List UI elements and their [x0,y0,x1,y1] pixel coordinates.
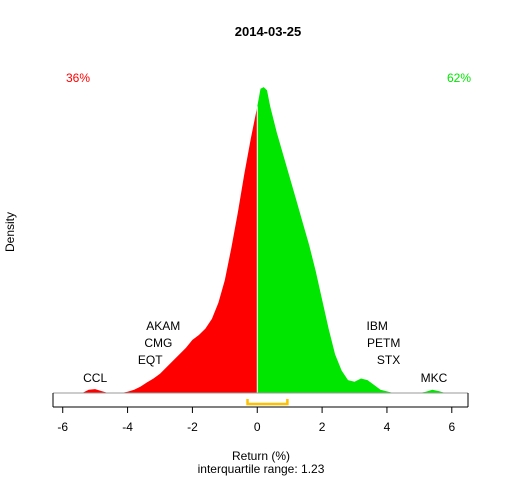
iqr-caption: interquartile range: 1.23 [198,462,325,476]
x-tick-label: 4 [384,420,391,434]
annotation-akam: AKAM [146,319,180,333]
plot-area: -6 -4 -2 0 2 4 6 CCL EQT CMG AKAM IBM PETM STX MKC [52,87,469,434]
x-tick-label: -2 [187,420,198,434]
percent-positive-label: 62% [447,71,471,85]
y-axis-label: Density [3,212,17,252]
iqr-bracket [246,399,289,406]
x-tick-label: -4 [122,420,133,434]
density-area-positive [257,87,452,393]
annotation-petm: PETM [367,336,400,350]
x-tick-label: 2 [319,420,326,434]
annotation-ccl: CCL [83,371,107,385]
annotation-mkc: MKC [421,371,448,385]
x-axis-label: Return (%) [232,449,290,463]
annotation-ibm: IBM [367,319,388,333]
annotation-cmg: CMG [144,336,172,350]
annotation-stx: STX [377,353,400,367]
percent-negative-label: 36% [66,71,90,85]
density-area-negative [82,106,258,394]
annotation-eqt: EQT [138,353,163,367]
x-tick-label: -6 [57,420,68,434]
x-tick-label: 6 [448,420,455,434]
x-tick-label: 0 [254,420,261,434]
chart-title: 2014-03-25 [235,24,302,39]
